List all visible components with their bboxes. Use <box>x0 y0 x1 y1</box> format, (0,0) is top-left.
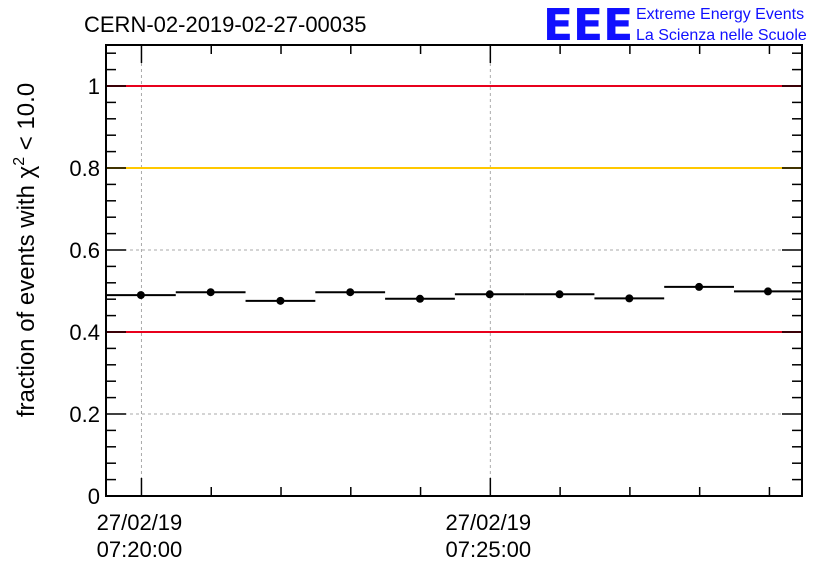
data-point <box>485 290 494 299</box>
data-point <box>763 287 772 296</box>
chart-title: CERN-02-2019-02-27-00035 <box>84 12 367 37</box>
y-axis-label-sup: 2 <box>11 157 28 166</box>
data-point <box>695 282 704 291</box>
data-series <box>106 282 802 305</box>
y-tick-label: 0 <box>88 484 100 509</box>
x-tick-label-time: 07:20:00 <box>97 537 183 562</box>
y-axis-label-prefix: fraction of events with <box>13 178 40 417</box>
y-axis-label-suffix: < 10.0 <box>13 83 40 157</box>
y-axis-label: fraction of events with χ2 < 10.0 <box>11 83 40 417</box>
eee-logo-line2: La Scienza nelle Scuole <box>636 27 807 44</box>
axes: 00.20.40.60.8127/02/1907:20:0027/02/1907… <box>69 44 803 562</box>
y-tick-label: 1 <box>88 74 100 99</box>
eee-logo-mark: EEE <box>543 0 633 51</box>
data-point <box>206 288 215 297</box>
y-axis-label-chi: χ <box>13 165 40 178</box>
grid <box>106 45 802 496</box>
data-point <box>415 294 424 303</box>
y-tick-label: 0.6 <box>69 238 100 263</box>
x-tick-label-date: 27/02/19 <box>446 510 532 535</box>
eee-logo-line1: Extreme Energy Events <box>636 6 804 23</box>
data-point <box>555 290 564 299</box>
data-point <box>276 296 285 305</box>
data-point <box>346 288 355 297</box>
data-point <box>625 294 634 303</box>
eee-logo: EEE Extreme Energy Events La Scienza nel… <box>543 0 807 51</box>
x-tick-label-date: 27/02/19 <box>97 510 183 535</box>
y-tick-label: 0.2 <box>69 402 100 427</box>
x-tick-label-time: 07:25:00 <box>446 537 532 562</box>
threshold-lines <box>106 85 802 333</box>
y-tick-label: 0.8 <box>69 156 100 181</box>
data-point <box>136 291 145 300</box>
plot-frame <box>105 44 803 497</box>
y-tick-label: 0.4 <box>69 320 100 345</box>
